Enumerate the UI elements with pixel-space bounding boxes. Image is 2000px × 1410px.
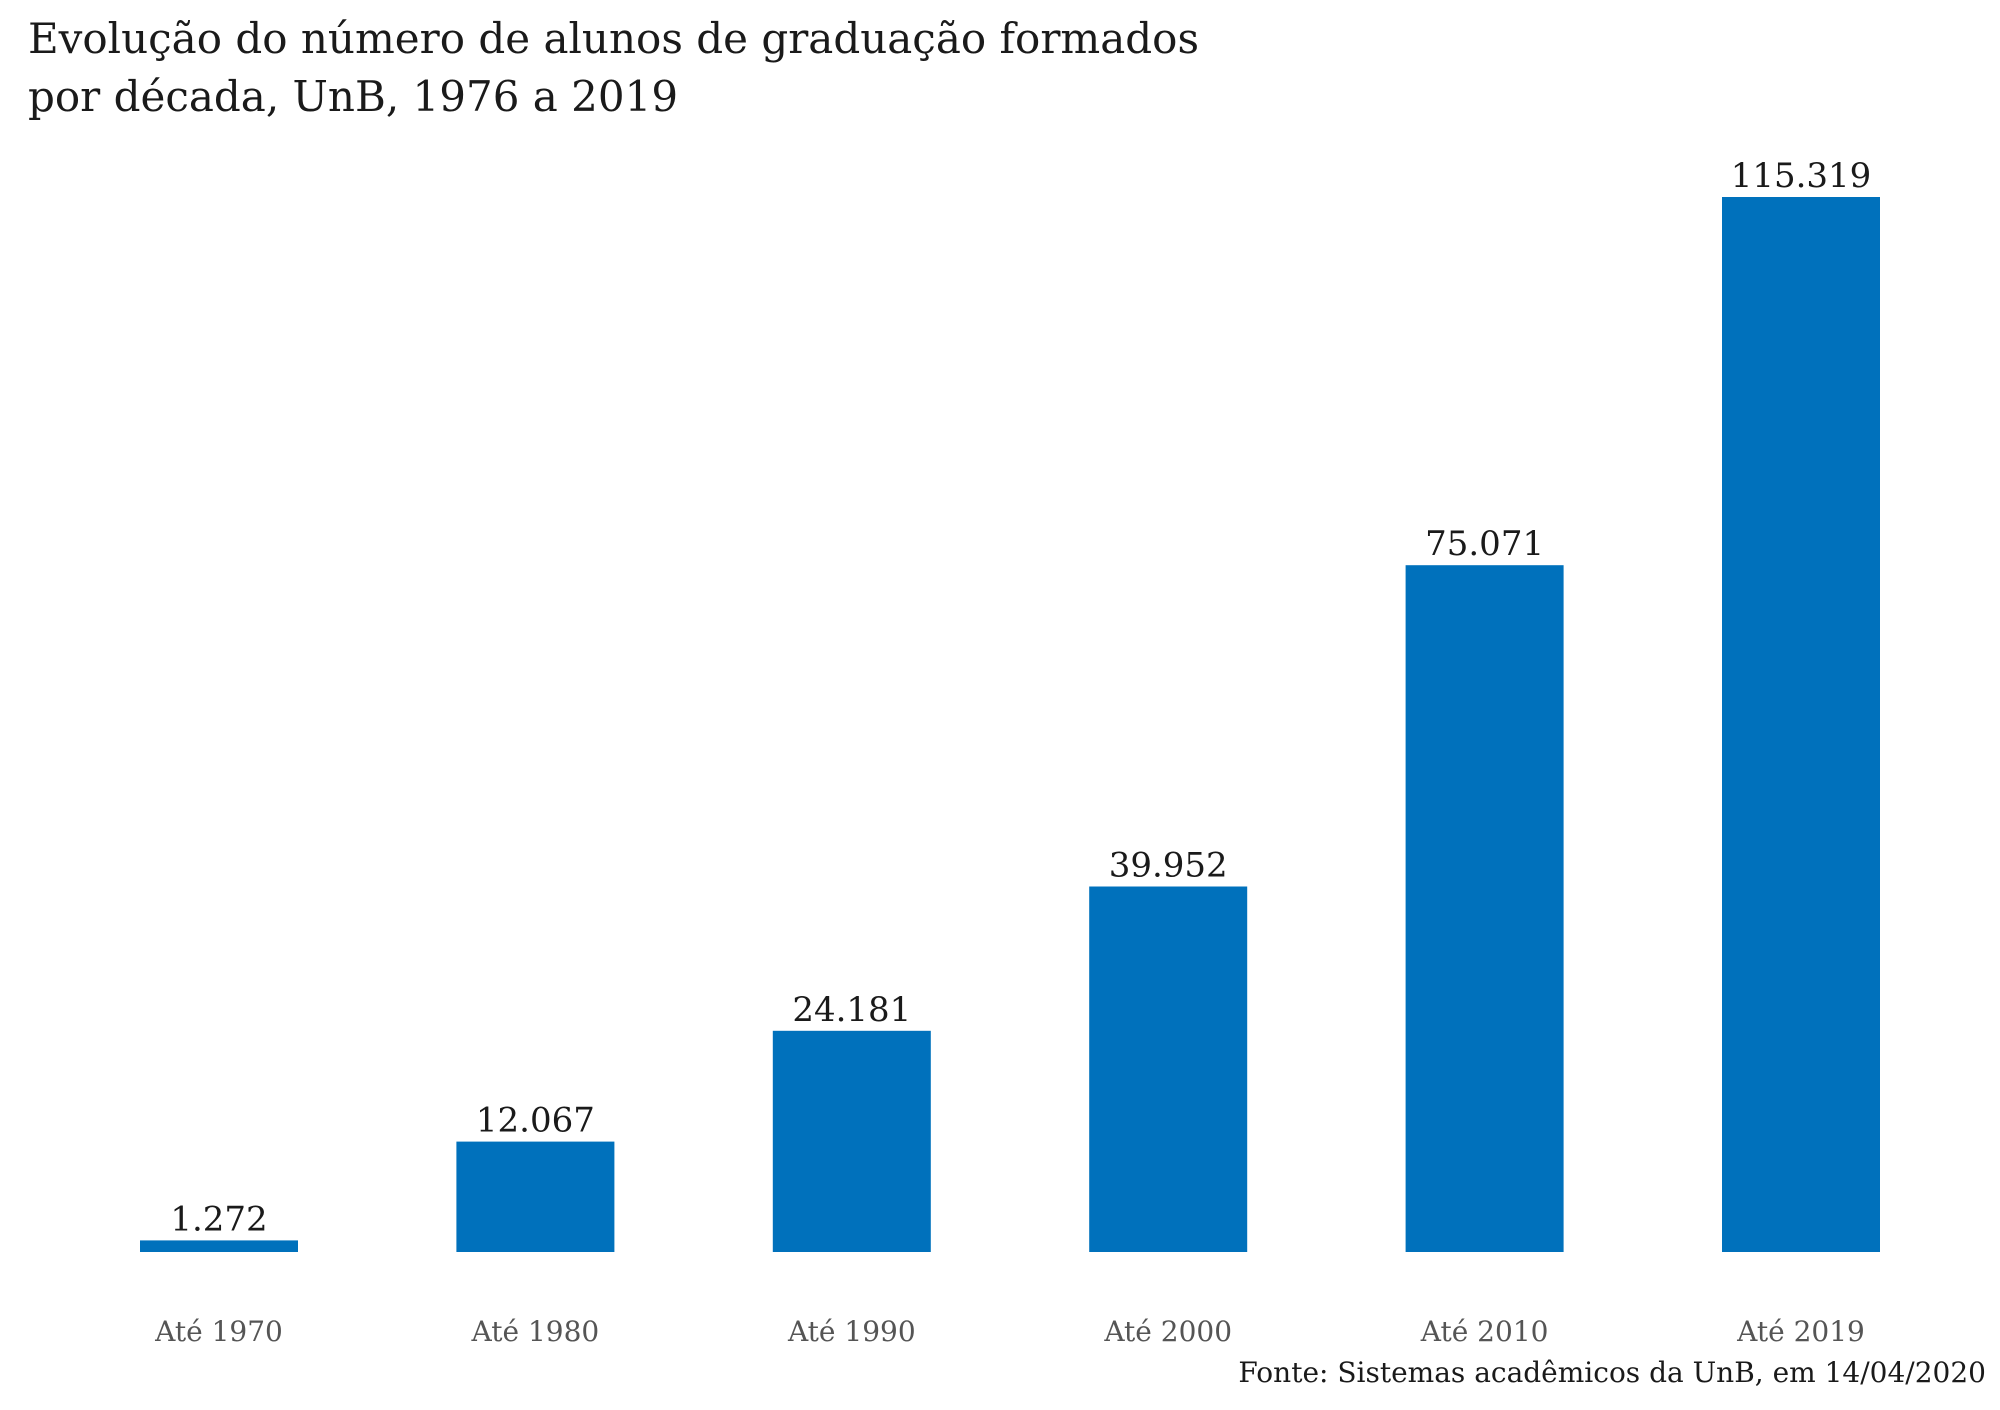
x-tick-label-5: Até 2010: [1420, 1315, 1549, 1348]
bar-value-label-1: 1.272: [170, 1199, 267, 1239]
bar-value-label-5: 75.071: [1425, 524, 1544, 564]
chart-source-note: Fonte: Sistemas acadêmicos da UnB, em 14…: [1238, 1356, 1986, 1389]
bar-value-label-2: 12.067: [476, 1101, 595, 1141]
x-tick-label-1: Até 1970: [154, 1315, 283, 1348]
x-tick-label-4: Até 2000: [1103, 1315, 1232, 1348]
bar-1: [140, 1240, 298, 1252]
bar-value-label-6: 115.319: [1731, 156, 1872, 196]
bar-4: [1089, 886, 1248, 1252]
chart-title-line-1: Evolução do número de alunos de graduaçã…: [28, 14, 1199, 63]
bar-6: [1722, 197, 1880, 1252]
bar-value-label-3: 24.181: [792, 990, 911, 1030]
chart-title: Evolução do número de alunos de graduaçã…: [28, 10, 1428, 126]
chart-title-line-2: por década, UnB, 1976 a 2019: [28, 72, 679, 121]
bar-5: [1405, 565, 1564, 1252]
x-tick-label-3: Até 1990: [787, 1315, 916, 1348]
bar-value-label-4: 39.952: [1109, 846, 1228, 886]
value-labels-layer: 1.272 12.067 24.181 39.952 75.071 115.319: [170, 156, 1871, 1239]
x-tick-label-6: Até 2019: [1736, 1315, 1865, 1348]
x-axis-tick-labels: Até 1970 Até 1980 Até 1990 Até 2000 Até 2010…: [154, 1315, 1865, 1348]
bar-2: [456, 1141, 615, 1252]
x-tick-label-2: Até 1980: [471, 1315, 600, 1348]
bar-3: [772, 1030, 931, 1252]
bars-layer: [140, 197, 1880, 1252]
